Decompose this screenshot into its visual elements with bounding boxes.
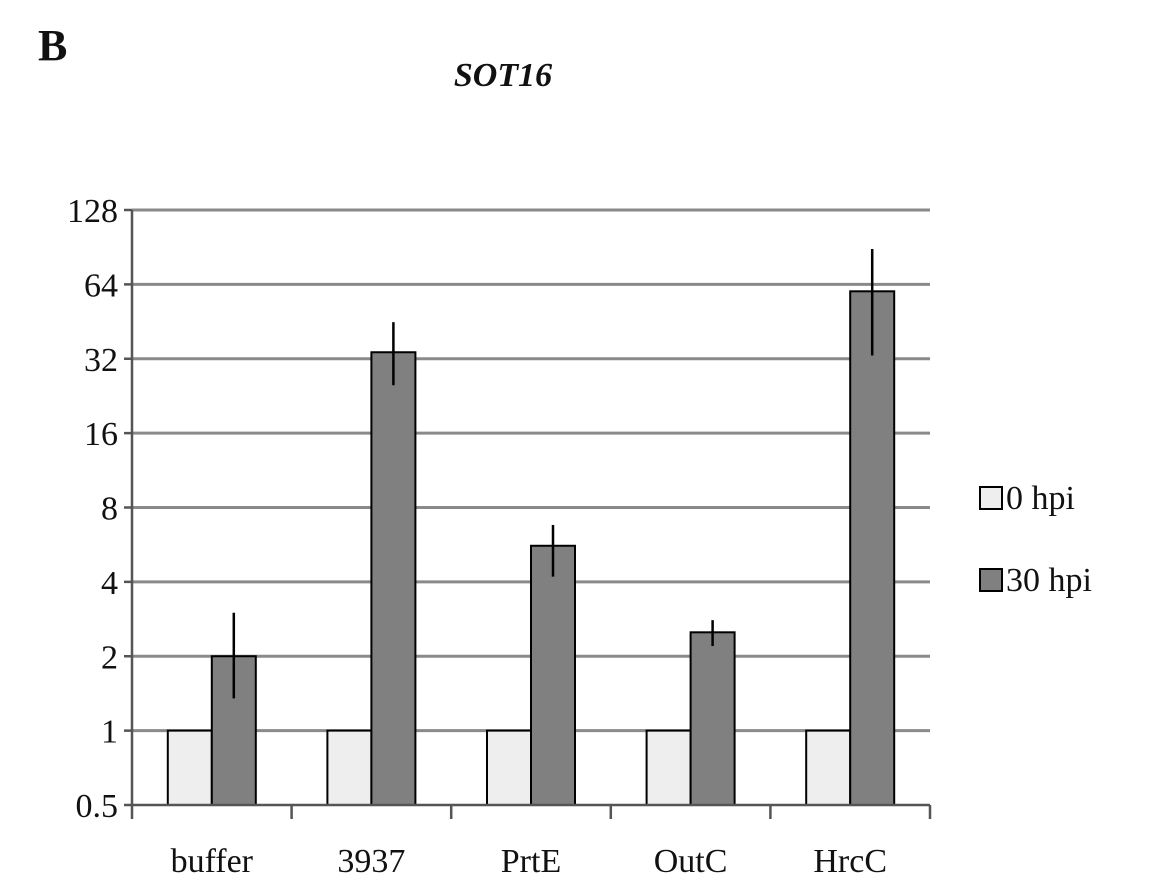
bar-0-hpi-3937 bbox=[326, 729, 373, 806]
axes: 0.5 1 2 4 8 16 32 64 128 buffer 3937 PrtE OutC HrcC bbox=[67, 193, 932, 880]
x-category-label: OutC bbox=[654, 843, 728, 880]
x-category-label: PrtE bbox=[501, 843, 561, 880]
legend: 0 hpi 30 hpi bbox=[979, 480, 1092, 599]
y-tick-label: 0.5 bbox=[76, 788, 119, 825]
error-bars bbox=[232, 248, 874, 699]
legend-swatch bbox=[979, 486, 1003, 510]
y-tick-label: 1 bbox=[101, 714, 118, 751]
x-category-label: HrcC bbox=[813, 843, 887, 880]
bar-30-hpi-OutC bbox=[689, 631, 736, 806]
bars bbox=[166, 290, 896, 807]
bar-0-hpi-buffer bbox=[166, 729, 213, 806]
y-tick-label: 32 bbox=[84, 342, 118, 379]
y-tick-label: 8 bbox=[101, 491, 118, 528]
y-tick-label: 16 bbox=[84, 416, 118, 453]
legend-swatch bbox=[979, 568, 1003, 592]
y-tick-label: 4 bbox=[101, 565, 118, 602]
x-category-label: 3937 bbox=[337, 843, 405, 880]
y-tick-label: 64 bbox=[84, 267, 118, 304]
chart-title: SOT16 bbox=[454, 57, 552, 94]
panel-letter: B bbox=[38, 21, 67, 70]
bar-30-hpi-PrtE bbox=[530, 544, 576, 806]
y-tick-label: 2 bbox=[101, 639, 118, 676]
bar-30-hpi-3937 bbox=[370, 351, 417, 806]
bar-0-hpi-HrcC bbox=[805, 729, 852, 806]
y-tick-label: 128 bbox=[67, 193, 118, 230]
bar-0-hpi-OutC bbox=[645, 729, 692, 806]
bar-0-hpi-PrtE bbox=[486, 729, 532, 806]
legend-label: 0 hpi bbox=[1006, 480, 1075, 517]
legend-label: 30 hpi bbox=[1006, 562, 1092, 599]
x-category-label: buffer bbox=[171, 843, 254, 880]
bar-30-hpi-HrcC bbox=[849, 290, 896, 807]
